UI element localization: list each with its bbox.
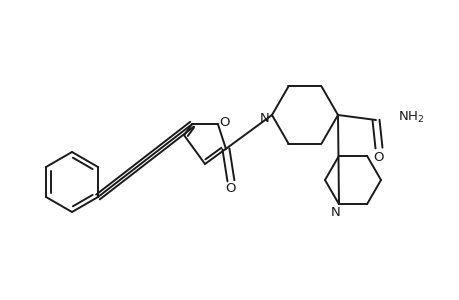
- Text: N: N: [259, 112, 269, 124]
- Text: O: O: [373, 151, 383, 164]
- Text: O: O: [225, 182, 235, 195]
- Text: N: N: [330, 206, 340, 219]
- Text: NH$_2$: NH$_2$: [397, 110, 424, 124]
- Text: O: O: [219, 116, 230, 129]
